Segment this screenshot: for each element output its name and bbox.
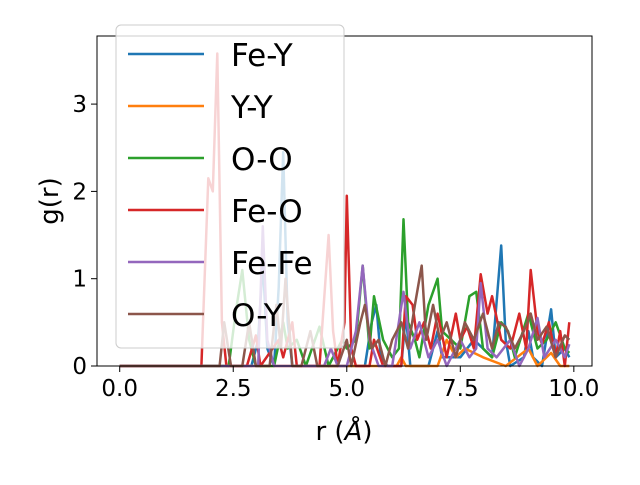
legend-box bbox=[115, 24, 345, 349]
x-axis-label: r (Å) bbox=[315, 415, 372, 447]
y-tick-label: 2 bbox=[72, 179, 87, 205]
legend: Fe-Y Y-Y O-O Fe-O Fe-Fe O-Y bbox=[115, 24, 345, 349]
legend-label-y-y: Y-Y bbox=[230, 90, 273, 126]
legend-label-o-o: O-O bbox=[231, 142, 293, 178]
x-axis-label-close: ) bbox=[362, 417, 372, 447]
x-tick-label: 2.5 bbox=[215, 376, 252, 402]
y-axis-label: g(r) bbox=[35, 177, 65, 224]
y-tick-label: 0 bbox=[72, 354, 87, 380]
legend-label-o-y: O-Y bbox=[231, 298, 283, 334]
x-tick-label: 7.5 bbox=[442, 376, 479, 402]
series-line-fe-fe bbox=[119, 225, 571, 368]
x-axis-label-unit: Å bbox=[343, 415, 363, 447]
x-tick-label: 5.0 bbox=[328, 376, 365, 402]
legend-label-fe-o: Fe-O bbox=[231, 194, 303, 230]
x-axis-label-text: r ( bbox=[315, 417, 344, 447]
y-axis-ticks: 0 1 2 3 bbox=[72, 92, 97, 380]
series-line-y-y bbox=[119, 338, 570, 368]
y-tick-label: 3 bbox=[72, 92, 87, 118]
x-axis-ticks: 0.0 2.5 5.0 7.5 10.0 bbox=[101, 366, 599, 402]
legend-label-fe-fe: Fe-Fe bbox=[231, 246, 313, 282]
y-tick-label: 1 bbox=[72, 267, 87, 293]
legend-label-fe-y: Fe-Y bbox=[231, 38, 293, 74]
x-tick-label: 10.0 bbox=[548, 376, 599, 402]
legend-entries: Fe-Y Y-Y O-O Fe-O Fe-Fe O-Y bbox=[128, 38, 313, 334]
x-tick-label: 0.0 bbox=[101, 376, 138, 402]
